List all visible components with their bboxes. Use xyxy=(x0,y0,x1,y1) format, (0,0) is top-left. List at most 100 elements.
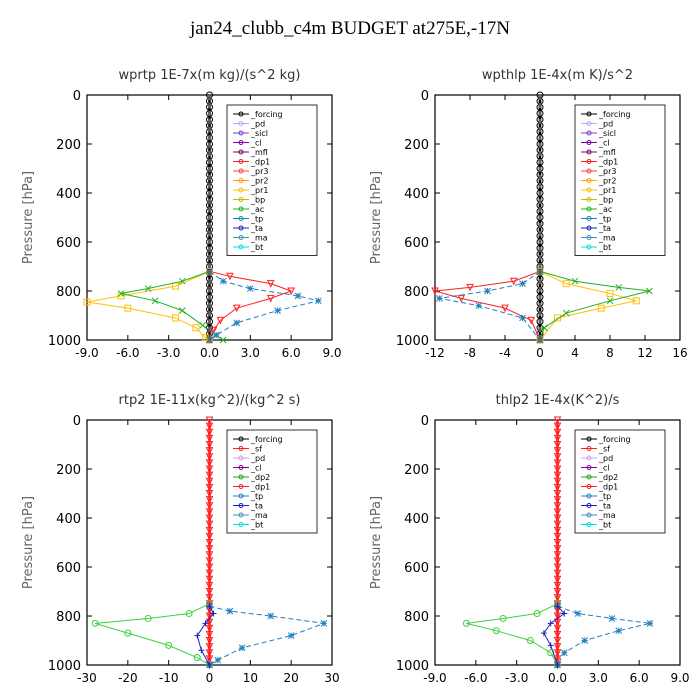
data-point xyxy=(553,532,562,541)
data-point xyxy=(199,321,207,329)
y-tick-label: 1000 xyxy=(396,334,429,349)
y-tick-label: 400 xyxy=(404,187,429,202)
legend-entry: _ac xyxy=(598,205,612,214)
data-point xyxy=(509,277,518,286)
data-point xyxy=(205,422,214,431)
legend-marker xyxy=(238,178,244,183)
data-point xyxy=(553,483,562,492)
series-line xyxy=(95,603,210,666)
y-tick-label: 1000 xyxy=(396,659,429,674)
panel-title: wpthlp 1E-4x(m K)/s^2 xyxy=(482,68,633,83)
data-point xyxy=(553,655,562,663)
legend-entry: _tp xyxy=(250,215,263,224)
data-point xyxy=(606,297,614,305)
y-tick-label: 200 xyxy=(404,138,429,153)
data-point xyxy=(553,563,562,572)
x-tick-label: -20 xyxy=(118,671,138,685)
data-point xyxy=(561,610,568,617)
data-point xyxy=(606,289,614,297)
data-point xyxy=(571,277,579,285)
x-tick-label: -30 xyxy=(77,671,97,685)
data-point xyxy=(553,428,562,437)
x-tick-label: 6.0 xyxy=(282,346,301,360)
series-line xyxy=(539,270,650,341)
data-point xyxy=(574,610,582,617)
data-point xyxy=(541,324,548,332)
data-point xyxy=(266,294,275,303)
legend-marker xyxy=(238,484,244,489)
legend-entry: _ta xyxy=(250,502,263,511)
legend-marker xyxy=(238,206,244,212)
legend-entry: _sf xyxy=(598,445,610,454)
data-point xyxy=(216,316,225,325)
legend-entry: _bt xyxy=(250,521,263,530)
data-point xyxy=(553,637,562,645)
legend-marker xyxy=(238,244,244,250)
data-point xyxy=(646,619,654,627)
data-point xyxy=(553,539,562,547)
data-point xyxy=(527,316,536,325)
data-point xyxy=(287,287,295,296)
data-point xyxy=(553,434,562,443)
data-point xyxy=(553,545,562,553)
panel-title: wprtp 1E-7x(m kg)/(s^2 kg) xyxy=(119,68,301,83)
legend-marker xyxy=(586,474,592,480)
data-point xyxy=(205,649,214,657)
y-tick-label: 0 xyxy=(73,414,81,429)
data-point xyxy=(205,532,214,541)
data-point xyxy=(205,557,214,565)
legend-marker xyxy=(238,225,244,231)
legend-marker xyxy=(586,197,592,202)
legend-entry: _dp1 xyxy=(250,158,270,167)
data-point xyxy=(553,643,562,651)
data-point xyxy=(205,459,214,467)
y-tick-label: 200 xyxy=(56,138,81,153)
data-point xyxy=(553,575,562,584)
x-tick-label: 20 xyxy=(284,671,299,685)
figure-title: jan24_clubb_c4m BUDGET at275E,-17N xyxy=(190,18,510,39)
data-point xyxy=(492,627,500,635)
legend-entry: _forcing xyxy=(598,110,631,119)
x-tick-label: 6.0 xyxy=(630,671,649,685)
data-point xyxy=(83,298,91,306)
data-point xyxy=(553,581,562,590)
data-point xyxy=(206,662,213,668)
y-tick-label: 0 xyxy=(421,89,429,104)
data-point xyxy=(205,434,214,443)
data-point xyxy=(553,630,562,639)
x-tick-label: 30 xyxy=(324,671,339,685)
x-tick-label: -8 xyxy=(464,346,476,360)
data-point xyxy=(205,551,214,559)
data-point xyxy=(178,277,186,285)
data-point xyxy=(205,496,214,504)
series-line xyxy=(196,605,215,666)
data-point xyxy=(554,662,561,668)
x-tick-label: 10 xyxy=(243,671,258,685)
data-point xyxy=(171,314,179,322)
y-axis-label: Pressure [hPa] xyxy=(21,496,36,589)
data-point xyxy=(553,514,562,523)
data-point xyxy=(484,287,491,295)
panel-title: rtp2 1E-11x(kg^2)/(kg^2 s) xyxy=(119,393,301,408)
data-point xyxy=(144,614,152,622)
legend-entry: _bt xyxy=(250,243,263,252)
legend-entry: _pd xyxy=(598,454,613,463)
data-point xyxy=(553,496,562,504)
data-point xyxy=(646,287,653,295)
legend-entry: _dp1 xyxy=(250,483,270,492)
legend-marker xyxy=(238,216,244,221)
data-point xyxy=(562,280,570,288)
data-point xyxy=(205,643,214,651)
data-point xyxy=(205,588,214,596)
data-point xyxy=(91,619,99,627)
legend-entry: _pd xyxy=(250,454,265,463)
y-tick-label: 1000 xyxy=(48,659,81,674)
data-point xyxy=(581,637,589,644)
data-point xyxy=(226,607,234,615)
legend-entry: _pr3 xyxy=(250,167,268,176)
data-point xyxy=(553,624,562,633)
data-point xyxy=(205,526,214,535)
legend-marker xyxy=(586,206,592,212)
data-point xyxy=(205,447,214,455)
data-point xyxy=(519,314,526,322)
